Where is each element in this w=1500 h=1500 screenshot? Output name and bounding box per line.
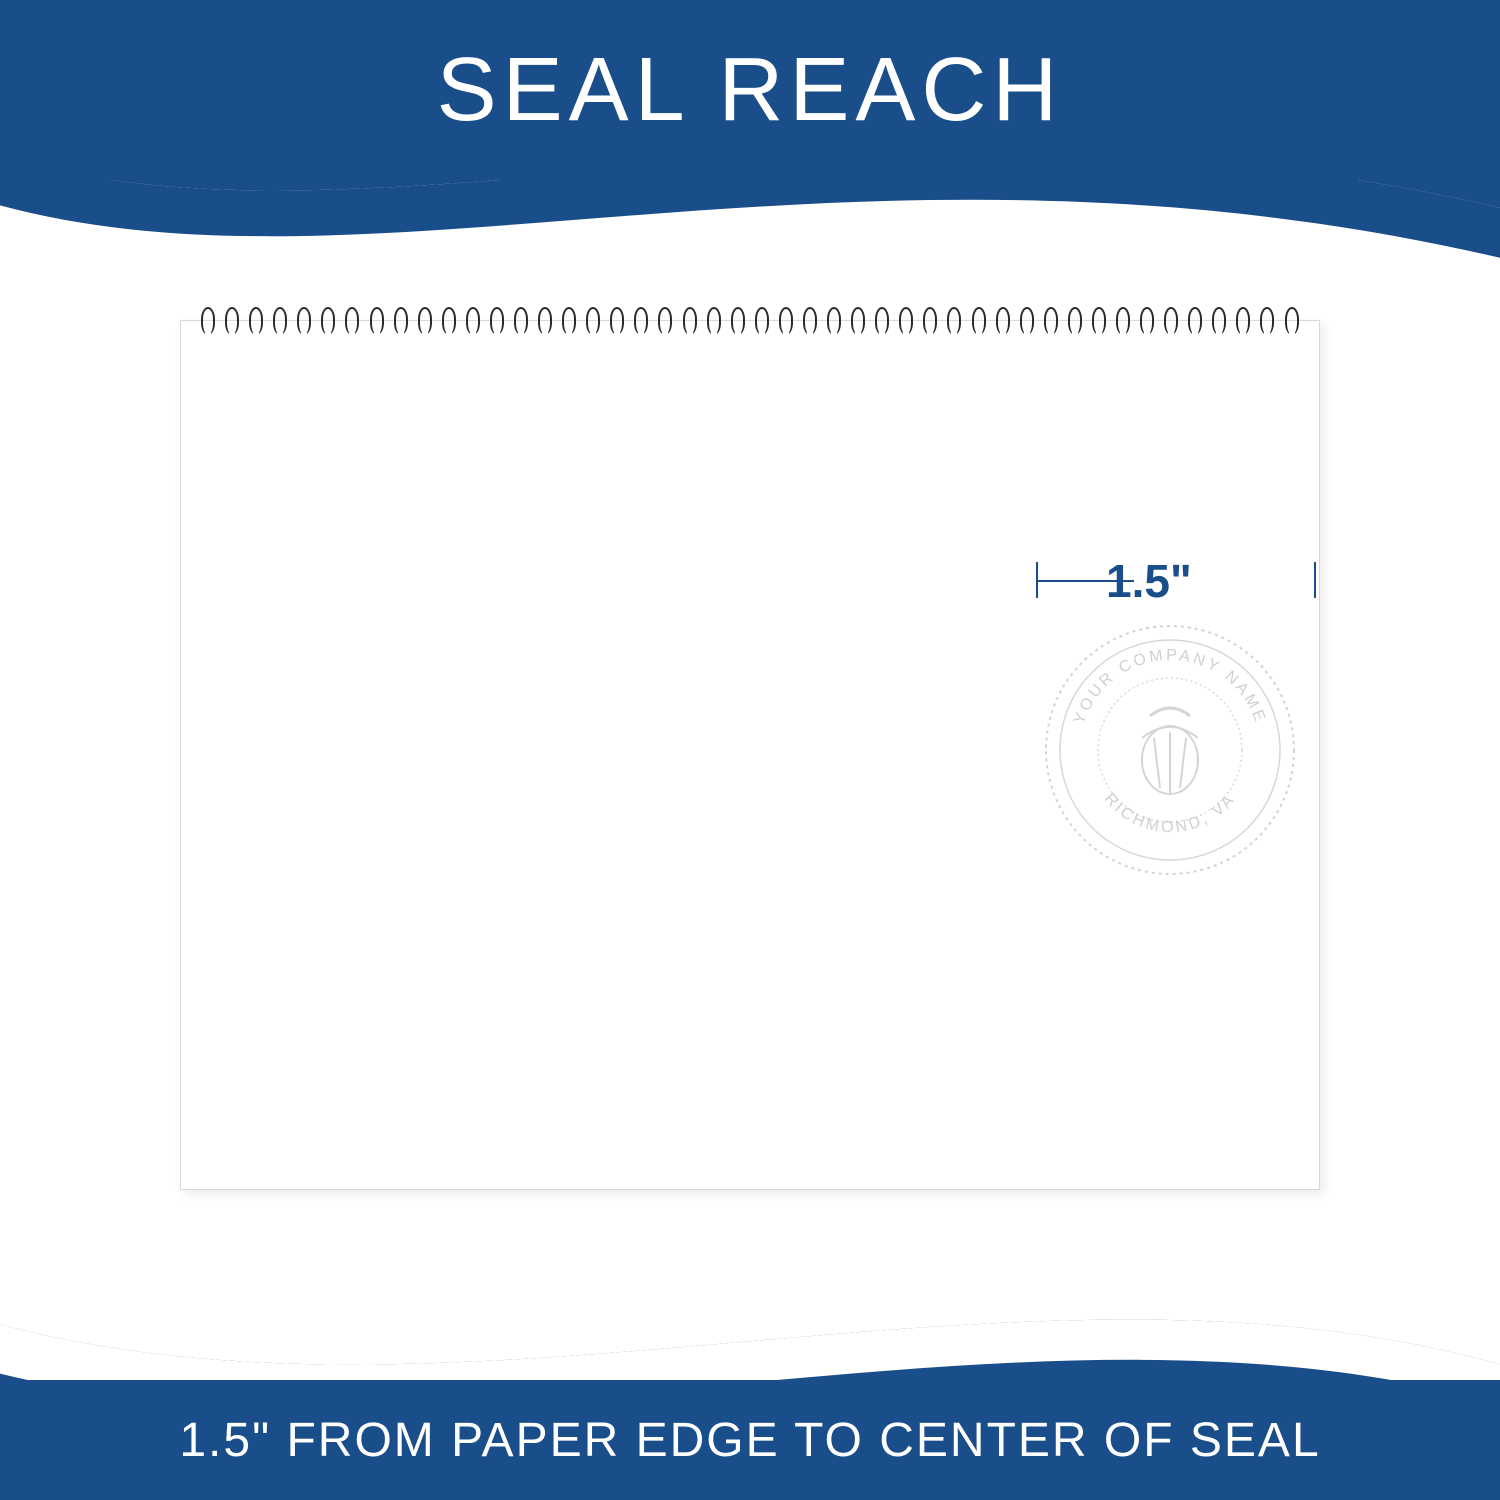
spiral-ring (249, 307, 263, 335)
spiral-ring (538, 307, 552, 335)
reach-measurement: 1.5" (1036, 560, 1316, 600)
svg-text:RICHMOND, VA: RICHMOND, VA (1101, 790, 1239, 836)
spiral-ring (1285, 307, 1299, 335)
spiral-ring (779, 307, 793, 335)
spiral-ring (923, 307, 937, 335)
spiral-ring (394, 307, 408, 335)
spiral-ring (466, 307, 480, 335)
spiral-ring (658, 307, 672, 335)
embossed-seal: YOUR COMPANY NAME RICHMOND, VA (1040, 620, 1300, 880)
spiral-ring (827, 307, 841, 335)
footer-caption: 1.5" FROM PAPER EDGE TO CENTER OF SEAL (179, 1413, 1320, 1468)
spiral-ring (996, 307, 1010, 335)
spiral-ring (321, 307, 335, 335)
measure-line-right (1036, 580, 1134, 582)
spiral-ring (972, 307, 986, 335)
spiral-ring (514, 307, 528, 335)
spiral-ring (297, 307, 311, 335)
spiral-ring (610, 307, 624, 335)
spiral-ring (1068, 307, 1082, 335)
spiral-ring (755, 307, 769, 335)
spiral-ring (586, 307, 600, 335)
spiral-ring (345, 307, 359, 335)
spiral-ring (225, 307, 239, 335)
spiral-ring (1236, 307, 1250, 335)
spiral-ring (851, 307, 865, 335)
spiral-ring (442, 307, 456, 335)
spiral-ring (1164, 307, 1178, 335)
spiral-ring (490, 307, 504, 335)
spiral-ring (1116, 307, 1130, 335)
spiral-binding (201, 307, 1299, 337)
spiral-ring (418, 307, 432, 335)
spiral-ring (731, 307, 745, 335)
spiral-ring (1140, 307, 1154, 335)
spiral-ring (562, 307, 576, 335)
spiral-ring (875, 307, 889, 335)
spiral-ring (634, 307, 648, 335)
page-title: SEAL REACH (437, 39, 1064, 142)
spiral-ring (201, 307, 215, 335)
spiral-ring (370, 307, 384, 335)
svg-text:YOUR COMPANY NAME: YOUR COMPANY NAME (1071, 647, 1269, 727)
spiral-ring (1020, 307, 1034, 335)
measure-cap-right (1314, 562, 1316, 598)
spiral-ring (1212, 307, 1226, 335)
spiral-ring (273, 307, 287, 335)
spiral-ring (707, 307, 721, 335)
spiral-ring (1188, 307, 1202, 335)
spiral-ring (1044, 307, 1058, 335)
spiral-ring (947, 307, 961, 335)
spiral-ring (899, 307, 913, 335)
spiral-ring (803, 307, 817, 335)
header-band: SEAL REACH (0, 0, 1500, 180)
spiral-ring (683, 307, 697, 335)
footer-band: 1.5" FROM PAPER EDGE TO CENTER OF SEAL (0, 1380, 1500, 1500)
spiral-ring (1260, 307, 1274, 335)
spiral-ring (1092, 307, 1106, 335)
